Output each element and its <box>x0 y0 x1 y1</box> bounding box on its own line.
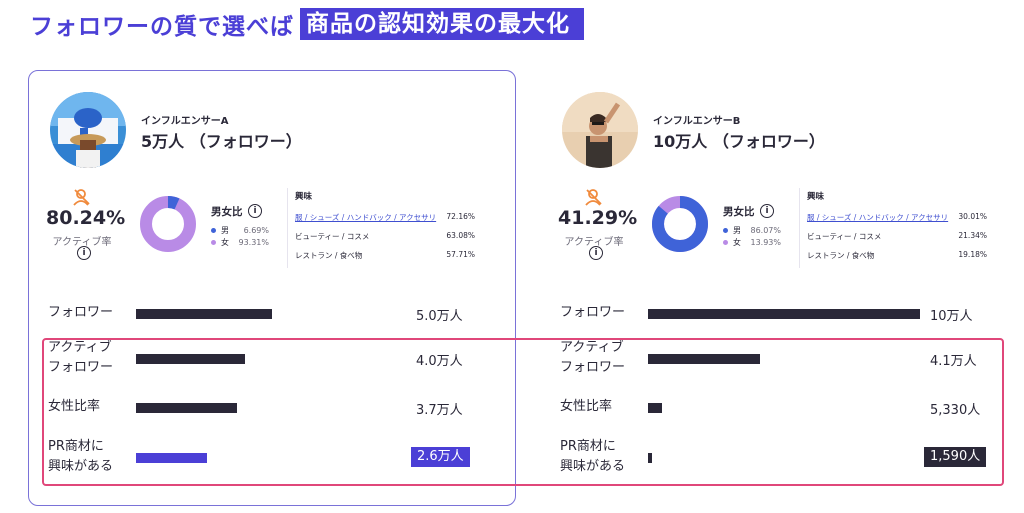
interest-label: レストラン / 食べ物 <box>295 251 363 260</box>
female-percent: 13.93% <box>750 238 781 247</box>
male-percent: 6.69% <box>243 226 269 235</box>
metric-label-pr: PR商材に 興味がある <box>560 439 626 474</box>
highlight-frame <box>42 338 1004 486</box>
interest-row[interactable]: 服 / シューズ / ハンドバック / アクセサリ 30.01% <box>807 212 987 223</box>
influencer-b-follower-count: 10万人 （フォロワー） <box>653 132 825 151</box>
info-icon[interactable]: i <box>77 246 91 260</box>
female-legend-dot <box>211 240 216 245</box>
donut-male-segment <box>652 196 708 252</box>
bar-pr-interest <box>136 453 207 463</box>
interest-value: 63.08% <box>446 231 475 240</box>
value-female-ratio: 5,330人 <box>930 403 981 418</box>
interest-value: 21.34% <box>958 231 987 240</box>
metric-label-pr: PR商材に 興味がある <box>48 439 114 474</box>
male-percent: 86.07% <box>750 226 781 235</box>
metric-label-followers: フォロワー <box>560 305 626 320</box>
male-legend-dot <box>723 228 728 233</box>
female-percent: 93.31% <box>238 238 269 247</box>
male-legend-dot <box>211 228 216 233</box>
influencer-a-card <box>28 70 516 506</box>
metric-label-female: 女性比率 <box>560 399 613 414</box>
female-label: 女 <box>733 238 741 247</box>
value-followers: 10万人 <box>930 309 973 324</box>
divider <box>799 188 800 268</box>
metric-label-female: 女性比率 <box>48 399 101 414</box>
female-label: 女 <box>221 238 229 247</box>
interest-value: 19.18% <box>958 250 987 259</box>
metric-label-followers: フォロワー <box>48 305 114 320</box>
donut-male-segment <box>140 196 196 252</box>
male-label: 男 <box>733 226 741 235</box>
gender-ratio-title: 男女比 <box>723 206 755 218</box>
interest-value: 30.01% <box>958 212 987 221</box>
gender-donut-chart <box>140 196 196 252</box>
active-rate-label: アクティブ率 <box>52 237 112 248</box>
bar-active-followers <box>136 354 245 364</box>
influencer-a-name: インフルエンサーA <box>141 116 229 127</box>
interest-label: ビューティー / コスメ <box>295 232 370 241</box>
interest-row[interactable]: 服 / シューズ / ハンドバック / アクセサリ 72.16% <box>295 212 475 223</box>
no-user-icon <box>73 189 90 206</box>
value-active-followers: 4.1万人 <box>930 354 977 369</box>
interest-row: レストラン / 食べ物 19.18% <box>807 250 987 261</box>
interest-row: ビューティー / コスメ 63.08% <box>295 231 475 242</box>
active-rate-value: 41.29% <box>558 207 638 229</box>
interest-title: 興味 <box>295 192 313 202</box>
interest-label[interactable]: 服 / シューズ / ハンドバック / アクセサリ <box>807 213 949 222</box>
active-rate-value: 80.24% <box>46 207 126 229</box>
value-pr-interest: 2.6万人 <box>411 447 470 467</box>
info-icon[interactable]: i <box>248 204 262 218</box>
female-legend-dot <box>723 240 728 245</box>
influencer-b-name: インフルエンサーB <box>653 116 741 127</box>
interest-row: ビューティー / コスメ 21.34% <box>807 231 987 242</box>
active-rate-label: アクティブ率 <box>564 237 624 248</box>
bar-female-ratio <box>648 403 662 413</box>
metric-label-active: アクティブ フォロワー <box>48 340 114 375</box>
value-active-followers: 4.0万人 <box>416 354 463 369</box>
bar-female-ratio <box>136 403 237 413</box>
interest-value: 72.16% <box>446 212 475 221</box>
gender-donut-chart <box>652 196 708 252</box>
gender-row-female: 女 93.31% <box>211 237 269 248</box>
bar-followers <box>648 309 920 319</box>
interest-label: レストラン / 食べ物 <box>807 251 875 260</box>
value-followers: 5.0万人 <box>416 309 463 324</box>
no-user-icon <box>585 189 602 206</box>
avatar-influencer-b <box>562 92 638 168</box>
value-female-ratio: 3.7万人 <box>416 403 463 418</box>
avatar-influencer-a <box>50 92 126 168</box>
headline-text: フォロワーの質で選べば <box>30 14 294 40</box>
metric-label-active: アクティブ フォロワー <box>560 340 626 375</box>
info-icon[interactable]: i <box>589 246 603 260</box>
value-pr-interest: 1,590人 <box>924 447 987 467</box>
gender-row-female: 女 13.93% <box>723 237 781 248</box>
interest-label: ビューティー / コスメ <box>807 232 882 241</box>
influencer-b: インフルエンサーB 10万人 （フォロワー） 41.29% アクティブ率 i 男… <box>512 0 1012 513</box>
male-label: 男 <box>221 226 229 235</box>
info-icon[interactable]: i <box>760 204 774 218</box>
bar-followers <box>136 309 272 319</box>
bar-pr-interest <box>648 453 652 463</box>
gender-ratio-title: 男女比 <box>211 206 243 218</box>
gender-row-male: 男 6.69% <box>211 225 269 236</box>
influencer-a-follower-count: 5万人 （フォロワー） <box>141 132 302 151</box>
influencer-a: インフルエンサーA 5万人 （フォロワー） 80.24% アクティブ率 i 男女… <box>0 0 500 513</box>
bar-active-followers <box>648 354 760 364</box>
interest-title: 興味 <box>807 192 825 202</box>
headline: フォロワーの質で選べば 商品の認知効果の最大化 <box>30 8 584 40</box>
headline-highlight: 商品の認知効果の最大化 <box>300 8 584 40</box>
interest-row: レストラン / 食べ物 57.71% <box>295 250 475 261</box>
interest-value: 57.71% <box>446 250 475 259</box>
interest-label[interactable]: 服 / シューズ / ハンドバック / アクセサリ <box>295 213 437 222</box>
divider <box>287 188 288 268</box>
gender-row-male: 男 86.07% <box>723 225 781 236</box>
